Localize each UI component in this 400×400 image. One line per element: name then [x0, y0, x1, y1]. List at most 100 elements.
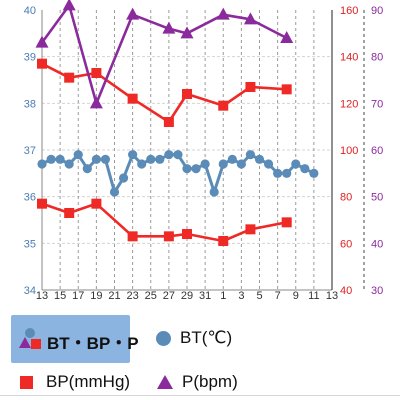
- x-tick-label: 15: [54, 290, 66, 302]
- bp-point: [127, 231, 138, 242]
- x-tick-label: 13: [36, 290, 48, 302]
- bt-point: [173, 150, 183, 160]
- tick-label-bt: 38: [24, 98, 36, 110]
- tick-label-bp: 80: [340, 192, 352, 204]
- tick-label-p: 70: [371, 98, 383, 110]
- tick-label-p: 60: [371, 145, 383, 157]
- triangle-marker-icon: [157, 375, 173, 389]
- p-point: [89, 96, 103, 109]
- bt-point: [245, 150, 256, 160]
- bt-point: [300, 164, 310, 174]
- bt-point: [55, 154, 65, 164]
- divider: [0, 395, 400, 396]
- bp-point: [218, 236, 229, 246]
- bt-point: [128, 150, 138, 160]
- combo-vitals-icon: [19, 328, 41, 349]
- tick-label-bp: 100: [340, 145, 358, 157]
- bt-point: [46, 154, 56, 164]
- bt-point: [164, 150, 174, 160]
- x-tick-label: 29: [181, 290, 193, 302]
- x-tick-label: 3: [238, 290, 244, 302]
- bt-point: [118, 173, 129, 183]
- bt-point: [91, 154, 101, 164]
- bp-point: [218, 100, 229, 111]
- bt-point: [254, 154, 265, 164]
- bt-point: [200, 159, 210, 169]
- tick-label-bt: 40: [24, 5, 36, 17]
- bt-point: [227, 154, 237, 164]
- bt-point: [73, 150, 83, 160]
- bp-point: [281, 217, 292, 228]
- square-marker-icon: [20, 375, 33, 389]
- tick-label-p: 80: [371, 52, 383, 64]
- x-tick-label: 13: [326, 290, 338, 302]
- bt-point: [64, 159, 74, 169]
- bt-point: [191, 164, 201, 174]
- p-point: [180, 26, 194, 39]
- x-tick-label: 1: [220, 290, 226, 302]
- bp-point: [64, 72, 75, 83]
- tick-label-bt: 37: [24, 145, 36, 157]
- bt-point: [146, 154, 156, 164]
- legend-item-p[interactable]: P(bpm): [157, 372, 238, 392]
- tick-label-p: 90: [371, 5, 383, 17]
- tick-label-p: 40: [371, 238, 383, 250]
- bt-point: [37, 159, 47, 169]
- p-point: [280, 31, 294, 43]
- x-tick-label: 21: [108, 290, 120, 302]
- legend-label-bt: BT(℃): [180, 328, 233, 347]
- x-tick-label: 11: [308, 290, 319, 302]
- bt-point: [291, 159, 301, 169]
- bt-point: [263, 159, 274, 169]
- tick-label-bp: 40: [340, 285, 352, 297]
- bt-point: [309, 168, 319, 178]
- x-tick-label: 19: [90, 290, 102, 302]
- bt-point: [209, 187, 219, 197]
- bp-point: [281, 84, 292, 95]
- tick-label-bt: 39: [24, 52, 36, 64]
- tick-label-bp: 60: [340, 238, 352, 250]
- tick-label-bp: 140: [340, 52, 358, 64]
- bp-point: [64, 208, 75, 218]
- tick-label-bp: 120: [340, 98, 358, 110]
- x-tick-label: 25: [145, 290, 157, 302]
- x-tick-label: 9: [293, 290, 299, 302]
- p-point: [62, 0, 76, 11]
- x-tick-label: 31: [199, 290, 211, 302]
- bt-point: [273, 168, 283, 178]
- p-point: [243, 12, 257, 25]
- bp-point: [182, 229, 192, 239]
- chart-grid: [41, 10, 333, 290]
- legend-item-bt[interactable]: BT(℃): [156, 328, 232, 348]
- bt-point: [236, 159, 246, 169]
- bt-point: [182, 164, 192, 174]
- p-point: [162, 21, 176, 34]
- x-tick-label: 5: [256, 290, 262, 302]
- bp-point: [245, 82, 256, 92]
- circle-marker-icon: [156, 330, 171, 346]
- tick-label-p: 50: [371, 192, 383, 204]
- bp-point: [163, 231, 174, 242]
- chart-series: [35, 0, 319, 246]
- tick-label-bp: 160: [340, 5, 358, 17]
- bp-point: [182, 89, 192, 99]
- bp-point: [37, 58, 47, 69]
- bp-point: [91, 198, 102, 209]
- x-tick-label: 27: [163, 290, 175, 302]
- tick-label-p: 30: [371, 285, 383, 297]
- x-tick-label: 23: [127, 290, 139, 302]
- p-point: [126, 7, 140, 20]
- tick-label-bt: 35: [24, 238, 36, 250]
- legend-item-bp[interactable]: BP(mmHg): [20, 372, 130, 392]
- legend-tab-bt-bp-p[interactable]: BT・BP・P: [11, 315, 139, 363]
- x-tick-label: 7: [275, 290, 281, 302]
- legend-label-bp: BP(mmHg): [46, 372, 131, 391]
- bp-point: [163, 117, 174, 127]
- bt-point: [100, 154, 111, 164]
- tick-label-bt: 36: [24, 192, 36, 204]
- bt-point: [155, 154, 165, 164]
- bt-point: [82, 164, 92, 174]
- x-tick-label: 17: [72, 290, 84, 302]
